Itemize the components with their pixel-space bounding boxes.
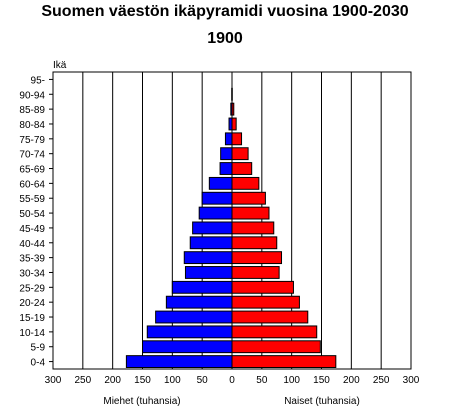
age-tick-label: 55-59	[19, 194, 45, 205]
age-tick-label: 35-39	[19, 254, 45, 265]
age-tick-label: 25-29	[19, 283, 45, 294]
bar-women-10-14	[231, 325, 318, 339]
bar-men-70-74	[220, 147, 233, 161]
bar-women-80-84	[231, 117, 237, 131]
bar-men-20-24	[165, 295, 233, 309]
x-tick-label: 150	[313, 375, 330, 386]
bar-women-50-54	[231, 206, 270, 220]
bar-women-65-69	[231, 162, 253, 175]
age-tick-label: 40-44	[19, 239, 45, 250]
age-tick-label: 20-24	[19, 298, 45, 309]
age-tick-label: 85-89	[19, 105, 45, 116]
bar-men-45-49	[192, 221, 233, 235]
x-tick-label: 250	[373, 375, 390, 386]
axis-labels: 0-4 5-9 10-14 15-19 20-24 25-29 30-34 35-39 40-4…	[19, 60, 419, 407]
bar-women-15-19	[231, 310, 309, 324]
x-tick-label: 200	[104, 375, 121, 386]
x-tick-label: 50	[256, 375, 268, 386]
age-tick-label: 10-14	[19, 328, 45, 339]
bar-women-35-39	[231, 251, 283, 265]
bar-men-50-54	[198, 206, 233, 220]
chart-title: Suomen väestön ikäpyramidi vuosina 1900-…	[41, 3, 409, 20]
age-tick-label: 5-9	[31, 343, 46, 354]
bar-men-0-4	[125, 355, 233, 368]
women-axis-label: Naiset (tuhansia)	[284, 396, 360, 407]
bar-women-25-29	[231, 280, 294, 294]
bars	[125, 87, 337, 368]
bar-women-5-9	[231, 340, 321, 354]
age-tick-label: 60-64	[19, 179, 45, 190]
bar-men-65-69	[219, 162, 233, 175]
bar-women-20-24	[231, 295, 300, 309]
bar-men-5-9	[142, 340, 233, 354]
bar-men-10-14	[146, 325, 233, 339]
bar-men-30-34	[184, 266, 233, 279]
age-tick-label: 45-49	[19, 224, 45, 235]
bar-men-75-79	[224, 132, 233, 146]
bar-men-60-64	[208, 176, 233, 190]
bar-women-60-64	[231, 176, 260, 190]
chart-year: 1900	[207, 30, 243, 47]
bar-women-40-44	[231, 236, 278, 250]
age-tick-label: 50-54	[19, 209, 45, 220]
x-tick-label: 100	[164, 375, 181, 386]
age-tick-label: 80-84	[19, 120, 45, 131]
bar-men-35-39	[183, 251, 233, 265]
age-tick-label: 15-19	[19, 313, 45, 324]
bar-women-75-79	[231, 132, 243, 146]
bar-women-70-74	[231, 147, 249, 161]
y-axis-label: Ikä	[53, 60, 67, 71]
x-tick-label: 300	[403, 375, 420, 386]
age-tick-label: 90-94	[19, 90, 45, 101]
bar-women-45-49	[231, 221, 275, 235]
bar-men-40-44	[189, 236, 233, 250]
bar-men-25-29	[171, 280, 233, 294]
x-tick-label: 100	[283, 375, 300, 386]
x-tick-label: 50	[197, 375, 209, 386]
x-tick-label: 200	[343, 375, 360, 386]
bar-women-55-59	[231, 191, 266, 205]
age-tick-label: 95-	[31, 75, 45, 86]
age-tick-label: 30-34	[19, 268, 45, 279]
men-axis-label: Miehet (tuhansia)	[103, 396, 180, 407]
x-tick-label: 300	[45, 375, 62, 386]
x-tick-label: 0	[229, 375, 235, 386]
age-tick-label: 70-74	[19, 150, 45, 161]
age-tick-label: 65-69	[19, 165, 45, 176]
bar-women-0-4	[231, 355, 337, 368]
age-tick-label: 0-4	[31, 358, 46, 369]
bar-men-55-59	[201, 191, 233, 205]
bar-women-30-34	[231, 266, 280, 279]
x-tick-label: 250	[74, 375, 91, 386]
age-tick-label: 75-79	[19, 135, 45, 146]
bar-men-15-19	[155, 310, 233, 324]
plot-frame	[49, 71, 412, 370]
x-tick-label: 150	[134, 375, 151, 386]
